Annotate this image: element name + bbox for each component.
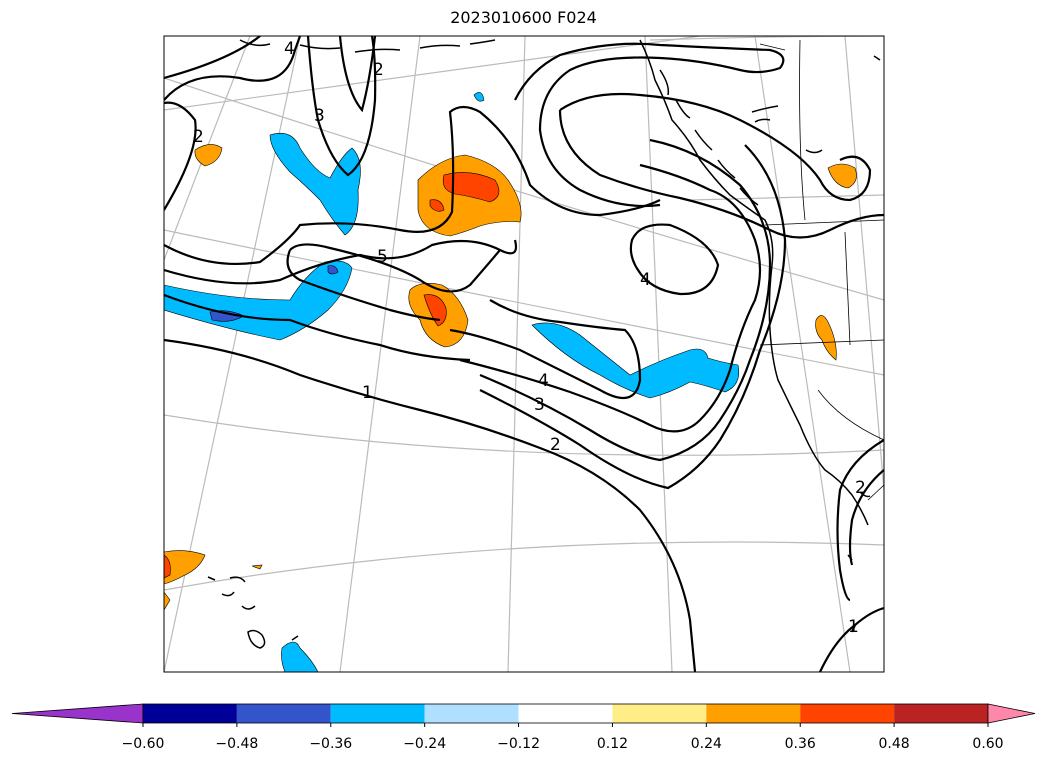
- red-orange-region: [423, 294, 447, 327]
- colorbar-tick-label: −0.24: [403, 736, 446, 752]
- map-frame: [163, 35, 885, 673]
- colorbar-tick-label: −0.60: [122, 736, 165, 752]
- colorbar-cell: [424, 704, 519, 723]
- colorbar-tick-label: 0.48: [879, 736, 910, 752]
- map-plot-area: 2 4 2 3 5 4 4 3 2 1 2 1: [164, 36, 884, 672]
- map-title: 2023010600 F024: [450, 8, 597, 27]
- contour-label: 2: [550, 435, 561, 455]
- colorbar-cell: [706, 704, 801, 723]
- contour-label: 1: [362, 383, 373, 403]
- colorbar-tick-label: 0.60: [972, 736, 1003, 752]
- colorbar-cell: [518, 704, 613, 723]
- contour-label: 3: [534, 395, 545, 415]
- colorbar-cell: [330, 704, 425, 723]
- red-orange-region: [442, 172, 500, 203]
- colorbar-tick-label: 0.24: [691, 736, 722, 752]
- contour-label: 3: [314, 106, 325, 126]
- orange-region: [815, 315, 837, 361]
- colorbar-cell: [612, 704, 707, 723]
- shaded-regions: [164, 92, 857, 672]
- red-orange-region: [164, 554, 171, 579]
- contour-label: 1: [848, 617, 859, 637]
- colorbar-over-arrow: [987, 703, 1036, 724]
- colorbar-cell: [143, 704, 237, 723]
- contour-label: 2: [373, 60, 384, 80]
- colorbar-cells: [142, 703, 989, 724]
- graticule: [164, 36, 884, 672]
- contour-label: 5: [377, 247, 388, 267]
- contour-label-group: 2 4 2 3 5 4 4 3 2 1 2 1: [193, 39, 866, 637]
- orange-region: [164, 591, 171, 611]
- contour-label: 2: [193, 127, 204, 147]
- colorbar-tick-label: −0.36: [309, 736, 352, 752]
- colorbar-cell: [800, 704, 895, 723]
- contour-label: 4: [284, 39, 295, 59]
- blue-region: [269, 132, 361, 236]
- colorbar-cell: [894, 704, 988, 723]
- colorbar-tick-label: 0.36: [785, 736, 816, 752]
- blue-region: [473, 92, 485, 102]
- colorbar-cell: [236, 704, 331, 723]
- borders: [759, 39, 884, 501]
- orange-region: [164, 550, 206, 585]
- colorbar-under-arrow: [11, 703, 144, 724]
- contour-label: 4: [640, 270, 651, 290]
- blue-region: [164, 260, 353, 341]
- blue-region: [531, 322, 739, 399]
- contour-label: 2: [855, 478, 866, 498]
- orange-region: [251, 564, 263, 570]
- contour-lines: [164, 36, 884, 672]
- orange-region: [827, 163, 857, 189]
- coastlines: [207, 39, 881, 649]
- contour-label: 4: [538, 371, 549, 391]
- colorbar: −0.60 −0.48 −0.36 −0.24 −0.12 0.12 0.24 0.36 0.4…: [11, 703, 1036, 752]
- red-orange-region: [429, 199, 445, 212]
- orange-region: [194, 144, 223, 167]
- dark-blue-region: [327, 265, 339, 275]
- colorbar-tick-label: 0.12: [597, 736, 628, 752]
- colorbar-tick-label: −0.12: [497, 736, 540, 752]
- colorbar-tick-label: −0.48: [215, 736, 258, 752]
- blue-region: [281, 641, 319, 672]
- colorbar-ticks: −0.60 −0.48 −0.36 −0.24 −0.12 0.12 0.24 0.36 0.4…: [122, 723, 1004, 752]
